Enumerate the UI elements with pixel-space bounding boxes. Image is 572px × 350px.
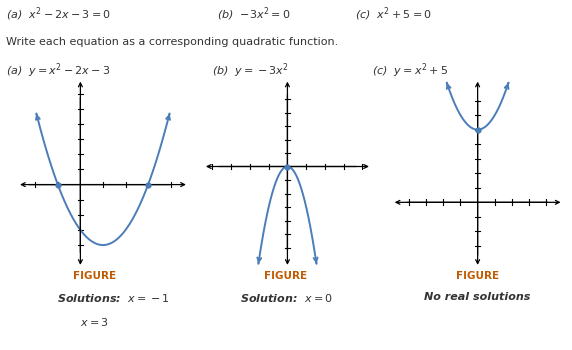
Text: FIGURE: FIGURE (73, 271, 116, 281)
Text: Write each equation as a corresponding quadratic function.: Write each equation as a corresponding q… (6, 37, 338, 47)
Text: (b)  $-3x^2 = 0$: (b) $-3x^2 = 0$ (217, 5, 291, 23)
Text: $x = 3$: $x = 3$ (80, 316, 109, 328)
Text: FIGURE: FIGURE (456, 271, 499, 281)
Text: Solution:  $x = 0$: Solution: $x = 0$ (240, 292, 332, 304)
Text: FIGURE: FIGURE (264, 271, 308, 281)
Text: No real solutions: No real solutions (424, 292, 531, 302)
Text: (a)  $x^2 - 2x - 3 = 0$: (a) $x^2 - 2x - 3 = 0$ (6, 5, 110, 23)
Text: (c)  $y = x^2 + 5$: (c) $y = x^2 + 5$ (372, 61, 448, 80)
Text: (b)  $y = -3x^2$: (b) $y = -3x^2$ (212, 61, 289, 80)
Text: Solutions:  $x = -1$: Solutions: $x = -1$ (57, 292, 170, 304)
Text: (c)  $x^2 + 5 = 0$: (c) $x^2 + 5 = 0$ (355, 5, 431, 23)
Text: (a)  $y = x^2 - 2x - 3$: (a) $y = x^2 - 2x - 3$ (6, 61, 110, 80)
